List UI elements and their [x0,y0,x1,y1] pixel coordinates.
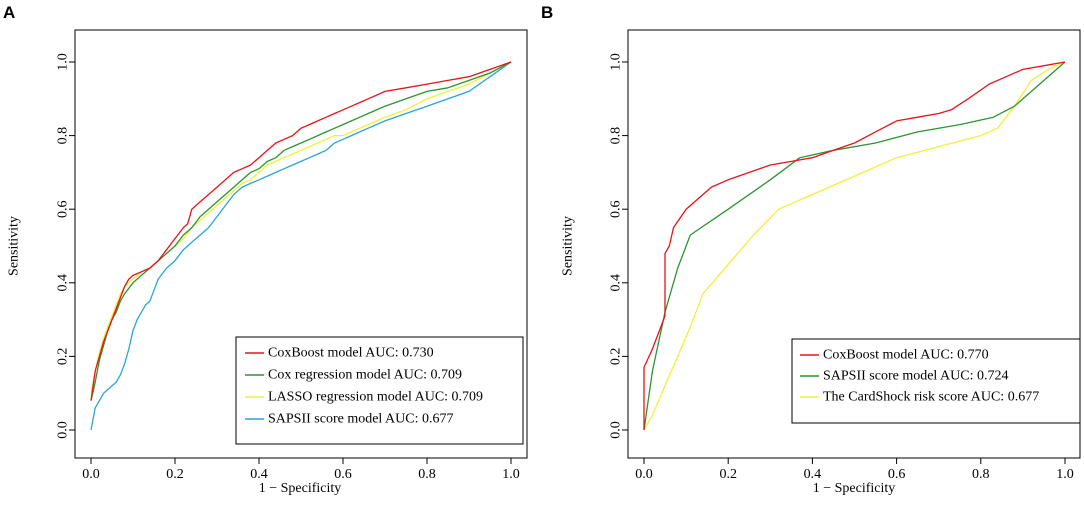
x-tick-label: 0.2 [166,467,184,482]
panel-a: A 0.0 0.2 0.4 0.6 0.8 1.0 0.0 0.2 0.4 0.6 0.8 1.0 1 … [3,3,528,496]
legend-entry: SAPSII score model AUC: 0.724 [823,369,1009,384]
x-tick-label: 0.8 [418,467,436,482]
x-tick-label: 0.4 [804,467,822,482]
x-axis-title: 1 − Specificity [259,481,342,496]
x-tick-label: 1.0 [502,467,520,482]
y-axis-title: Sensitivity [561,216,576,276]
x-tick-label: 0.8 [972,467,990,482]
legend-box [791,338,1081,424]
y-tick-label: 0.2 [609,348,624,366]
legend-entry: CoxBoost model AUC: 0.730 [268,346,434,361]
x-tick-label: 0.0 [82,467,100,482]
legend-entry: Cox regression model AUC: 0.709 [268,368,462,383]
panel-b-legend: CoxBoost model AUC: 0.770 SAPSII score mo… [791,338,1081,424]
legend-entry: The CardShock risk score AUC: 0.677 [823,390,1039,405]
panel-a-axes: 0.0 0.2 0.4 0.6 0.8 1.0 0.0 0.2 0.4 0.6 0.8 1.0 1 − … [7,29,528,496]
roc-curve-coxboost-model [90,61,512,401]
panel-a-label: A [3,3,15,22]
panel-b-axes: 0.0 0.2 0.4 0.6 0.8 1.0 0.0 0.2 0.4 0.6 0.8 1.0 1 − … [561,29,1081,496]
y-tick-label: 0.4 [56,274,71,292]
legend-entry: CoxBoost model AUC: 0.770 [823,348,989,363]
roc-curve-sapsii-score-model [90,61,512,431]
panel-b: B 0.0 0.2 0.4 0.6 0.8 1.0 0.0 0.2 0.4 0.6 0.8 1.0 1 … [541,3,1081,496]
x-tick-label: 0.6 [888,467,906,482]
y-tick-label: 0.0 [609,421,624,439]
y-tick-label: 0.0 [56,421,71,439]
roc-curve-coxboost-model [643,61,1066,430]
panel-b-curves [643,61,1066,431]
x-axis-title: 1 − Specificity [813,481,896,496]
x-tick-label: 0.0 [635,467,653,482]
panel-a-legend: CoxBoost model AUC: 0.730 Cox regression … [235,336,524,445]
legend-entry: LASSO regression model AUC: 0.709 [268,390,483,405]
y-tick-label: 0.8 [609,127,624,145]
y-tick-label: 0.2 [56,348,71,366]
roc-curve-lasso-regression-model [90,61,512,394]
panel-b-label: B [541,3,553,22]
y-tick-label: 0.8 [56,127,71,145]
roc-curve-sapsii-score-model [643,61,1066,431]
roc-curve-cox-regression-model [90,61,512,401]
x-tick-label: 0.6 [334,467,352,482]
y-tick-label: 1.0 [609,53,624,71]
y-tick-label: 0.6 [609,200,624,218]
x-tick-label: 1.0 [1056,467,1074,482]
y-axis-title: Sensitivity [7,216,22,276]
panel-a-curves [90,61,512,431]
y-tick-label: 0.6 [56,200,71,218]
x-tick-label: 0.4 [250,467,268,482]
legend-box [235,336,524,445]
legend-entry: SAPSII score model AUC: 0.677 [268,412,454,427]
y-tick-label: 1.0 [56,53,71,71]
x-tick-label: 0.2 [719,467,737,482]
y-tick-label: 0.4 [609,274,624,292]
